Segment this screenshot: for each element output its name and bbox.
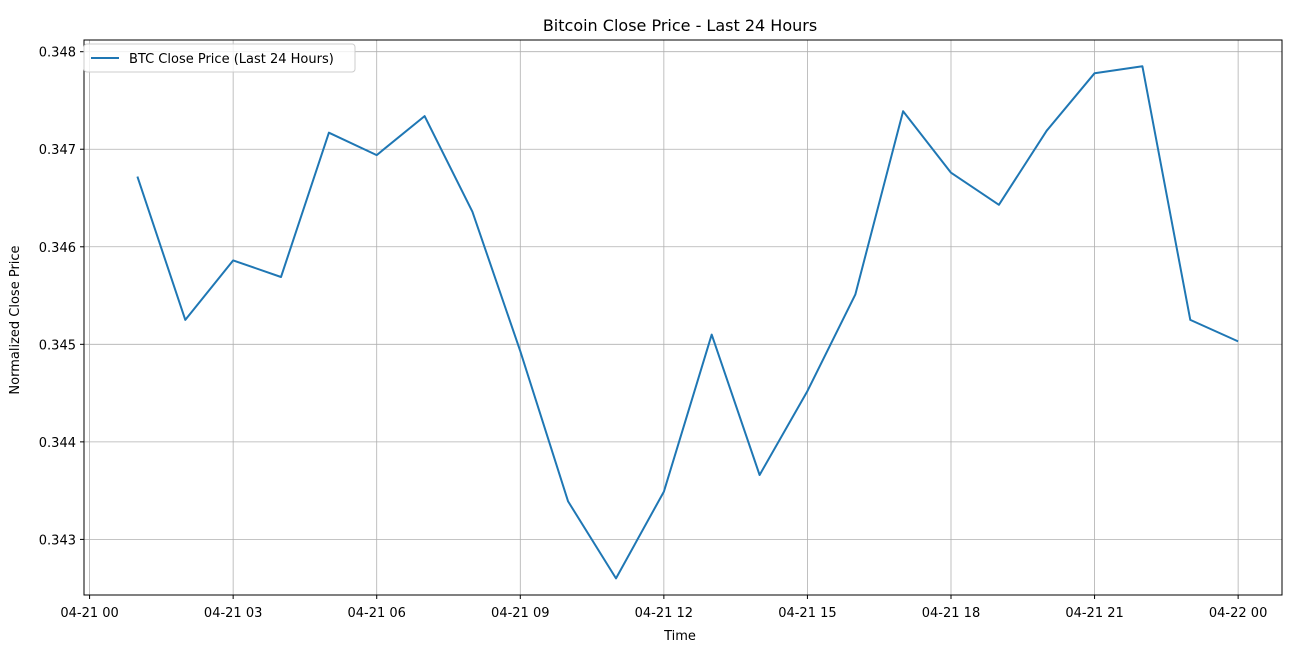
y-tick-label: 0.343 bbox=[39, 533, 76, 548]
x-tick-label: 04-21 03 bbox=[204, 606, 262, 621]
legend: BTC Close Price (Last 24 Hours) bbox=[83, 43, 356, 73]
legend-label: BTC Close Price (Last 24 Hours) bbox=[129, 52, 334, 67]
series-layer bbox=[135, 64, 1240, 580]
y-tick-label: 0.348 bbox=[39, 46, 76, 61]
chart-title: Bitcoin Close Price - Last 24 Hours bbox=[543, 16, 817, 35]
data-point bbox=[279, 275, 283, 279]
x-tick-label: 04-21 15 bbox=[778, 606, 836, 621]
x-axis-title: Time bbox=[663, 629, 696, 644]
x-axis-ticks: 04-21 00 04-21 03 04-21 06 04-21 09 04-21 12… bbox=[60, 595, 1267, 621]
y-tick-label: 0.344 bbox=[39, 436, 76, 451]
y-tick-label: 0.346 bbox=[39, 241, 76, 256]
data-point bbox=[183, 318, 187, 322]
data-point bbox=[470, 210, 474, 214]
y-axis-ticks: 0.343 0.344 0.345 0.346 0.347 0.348 bbox=[39, 46, 84, 548]
data-point bbox=[997, 203, 1001, 207]
data-point bbox=[710, 333, 714, 337]
x-tick-label: 04-21 06 bbox=[347, 606, 405, 621]
data-point bbox=[135, 175, 139, 179]
data-point bbox=[949, 171, 953, 175]
data-point bbox=[614, 576, 618, 580]
x-tick-label: 04-21 09 bbox=[491, 606, 549, 621]
x-tick-label: 04-21 12 bbox=[635, 606, 693, 621]
data-point bbox=[758, 473, 762, 477]
data-point bbox=[327, 131, 331, 135]
data-point bbox=[901, 109, 905, 113]
x-tick-label: 04-21 00 bbox=[60, 606, 118, 621]
legend-box bbox=[83, 43, 356, 73]
data-point bbox=[1140, 64, 1144, 68]
y-tick-label: 0.347 bbox=[39, 143, 76, 158]
data-point bbox=[1045, 129, 1049, 133]
data-point bbox=[231, 258, 235, 262]
data-point bbox=[423, 114, 427, 118]
data-point bbox=[662, 490, 666, 494]
series-line bbox=[136, 65, 1239, 580]
x-tick-label: 04-22 00 bbox=[1209, 606, 1267, 621]
grid-lines bbox=[84, 40, 1282, 595]
data-point bbox=[1188, 318, 1192, 322]
data-point bbox=[853, 293, 857, 297]
x-tick-label: 04-21 21 bbox=[1065, 606, 1123, 621]
y-tick-label: 0.345 bbox=[39, 338, 76, 353]
data-point bbox=[518, 349, 522, 353]
data-point bbox=[375, 153, 379, 157]
data-point bbox=[805, 389, 809, 393]
data-point bbox=[1236, 339, 1240, 343]
data-point bbox=[1093, 71, 1097, 75]
plot-area-frame bbox=[83, 39, 1283, 596]
y-axis-title: Normalized Close Price bbox=[8, 245, 23, 394]
x-tick-label: 04-21 18 bbox=[922, 606, 980, 621]
data-point bbox=[566, 499, 570, 503]
